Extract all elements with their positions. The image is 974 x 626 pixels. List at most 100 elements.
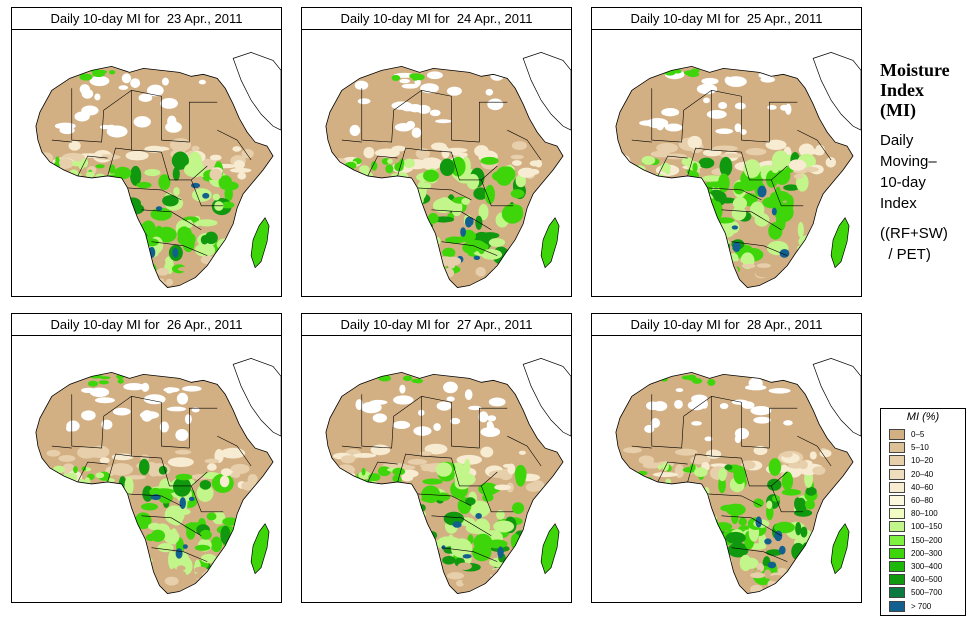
west-coast-green [681,157,694,166]
very-wet-spot [462,554,472,559]
south-dry-patch [484,584,495,591]
wet-region [472,543,492,562]
africa-coastline [325,371,564,594]
legend-label: > 700 [911,601,932,611]
wet-region [765,549,783,556]
country-border [103,395,162,417]
wet-region [482,493,494,502]
legend-swatch [889,561,905,572]
sahara-white-patch [118,85,129,90]
wet-region [423,169,439,182]
sahel-patch [167,457,194,468]
wet-region [427,212,439,224]
legend-label: 40–60 [911,482,934,492]
sahel-patch [58,454,76,462]
country-border [151,547,208,562]
sahara-white-patch [724,76,732,84]
wet-region [715,217,735,224]
wet-region [144,168,161,177]
sahara-white-patch [675,388,684,393]
madagascar [830,523,850,575]
country-border [161,96,190,143]
sahel-patch [765,139,787,151]
africa-landmass [325,66,564,288]
arabia-outline [232,358,281,437]
south-dry-patch [200,255,215,265]
west-coast-green [657,464,663,470]
legend-item: 500–700 [889,587,963,599]
wet-region [510,533,521,550]
sahel-patch [48,472,59,478]
sahara-white-patch [392,420,411,430]
country-border [507,435,542,467]
wet-region [512,502,525,515]
wet-region [418,235,425,250]
country-border [71,394,104,449]
wet-region [733,465,747,485]
north-coast-green [673,69,682,74]
sahara-white-patch [488,397,506,407]
very-wet-spot [764,538,772,545]
sahel-patch [419,451,433,456]
wet-region [718,467,727,482]
wet-region [428,565,440,572]
wet-region [707,566,722,575]
west-coast-green [78,160,85,170]
arabia-outline [812,52,861,131]
country-border [191,485,224,513]
south-dry-patch [165,278,174,286]
horn-dry-patch [209,168,223,181]
wet-region [704,257,724,269]
horn-dry-patch [812,466,826,475]
wet-region [136,181,152,189]
west-coast-green [71,160,80,167]
wet-region [768,222,783,240]
sahara-white-patch [718,102,728,110]
west-coast-green [73,466,78,474]
wet-region [200,553,217,564]
country-border [397,453,422,483]
very-wet-spot [190,182,201,189]
country-border [631,139,652,143]
sahel-patch [111,453,134,461]
legend-label: 20–40 [911,469,934,479]
mi-legend: MI (%) 0–5 5–10 10–20 20–40 40–60 60–80 … [880,408,966,616]
wet-region [495,571,518,578]
wet-region [194,544,211,551]
wet-region [463,459,471,475]
madagascar [540,523,560,575]
wet-region [117,537,138,544]
west-coast-green [104,473,110,482]
sahara-white-patch [408,104,423,113]
wet-region [771,165,779,174]
wet-region [465,522,487,534]
west-coast-green [385,164,394,174]
panel-map-frame [11,335,282,603]
north-coast-green [87,380,99,387]
wet-region [486,539,508,549]
west-coast-green [628,164,639,171]
south-dry-patch [763,569,772,579]
wet-region [418,562,437,578]
wet-region [112,538,133,559]
legend-swatch [889,534,905,546]
wet-region [170,550,190,570]
west-coast-green [392,467,406,476]
legend-swatch [889,455,905,467]
sahel-patch [780,464,789,473]
sahel-patch [229,167,252,173]
wet-region [222,241,229,255]
sahara-white-patch [664,123,683,132]
west-coast-green [688,171,700,180]
wet-region [804,499,816,510]
wet-region [124,476,134,496]
west-coast-green [85,171,95,178]
south-dry-patch [177,266,195,272]
wet-region [724,464,733,471]
sahel-patch [719,153,744,158]
horn-dry-patch [219,475,230,488]
country-border [417,493,472,507]
west-coast-green [351,475,356,485]
wet-region [419,237,439,255]
legend-label: 10–20 [911,456,934,466]
